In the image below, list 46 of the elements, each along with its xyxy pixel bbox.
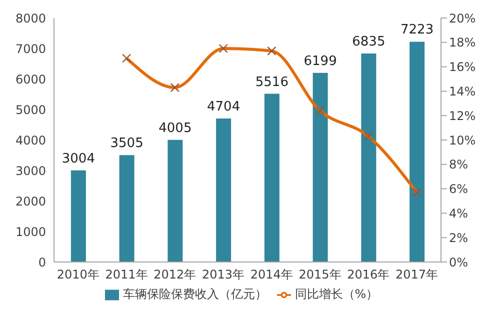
y2-tick-label: 18% [449, 36, 476, 50]
data-label: 4005 [158, 120, 192, 136]
bar [70, 170, 86, 262]
bar [410, 42, 425, 262]
x-tick-label: 2015年 [298, 268, 342, 282]
x-tick-label: 2011年 [105, 268, 148, 282]
y-tick-label: 6000 [15, 72, 46, 86]
x-tick-label: 2014年 [250, 268, 293, 282]
y-tick-label: 4000 [15, 133, 46, 148]
y-tick-label: 5000 [15, 102, 46, 117]
y-tick-label: 2000 [15, 194, 46, 208]
x-tick-label: 2012年 [154, 268, 196, 282]
data-label: 6835 [352, 34, 386, 50]
x-tick-label: 2013年 [202, 268, 245, 282]
y2-tick-label: 10% [449, 133, 476, 148]
data-label: 3505 [110, 136, 144, 152]
y-tick-label: 7000 [15, 42, 46, 56]
legend-label: 车辆保险保费收入（亿元） [122, 287, 267, 301]
data-label: 7223 [400, 22, 434, 38]
data-label: 4704 [207, 100, 240, 115]
y2-tick-label: 20% [449, 11, 476, 26]
y2-tick-label: 4% [449, 206, 468, 220]
x-tick-label: 2016年 [347, 268, 390, 282]
y-tick-label: 0 [38, 255, 46, 270]
bar [264, 94, 280, 262]
y2-tick-label: 16% [449, 60, 476, 74]
legend-label: 同比增长（%） [294, 287, 378, 301]
data-label: 3004 [62, 151, 95, 166]
bar [312, 72, 328, 262]
x-tick-label: 2017年 [396, 268, 438, 282]
bar [216, 118, 232, 262]
x-tick-label: 2010年 [56, 268, 100, 282]
y2-tick-label: 12% [449, 108, 476, 123]
bar [119, 155, 134, 262]
y2-tick-label: 2% [449, 230, 468, 245]
data-label: 6199 [304, 54, 337, 69]
y2-tick-label: 0% [449, 255, 468, 270]
y2-tick-label: 8% [449, 158, 468, 172]
y2-tick-label: 14% [449, 84, 476, 98]
y-tick-label: 8000 [15, 11, 46, 26]
y2-tick-label: 6% [449, 182, 468, 196]
bar [168, 140, 183, 262]
bar [361, 54, 376, 262]
y-tick-label: 3000 [15, 164, 46, 178]
y-tick-label: 1000 [15, 224, 46, 239]
data-label: 5516 [255, 74, 288, 90]
